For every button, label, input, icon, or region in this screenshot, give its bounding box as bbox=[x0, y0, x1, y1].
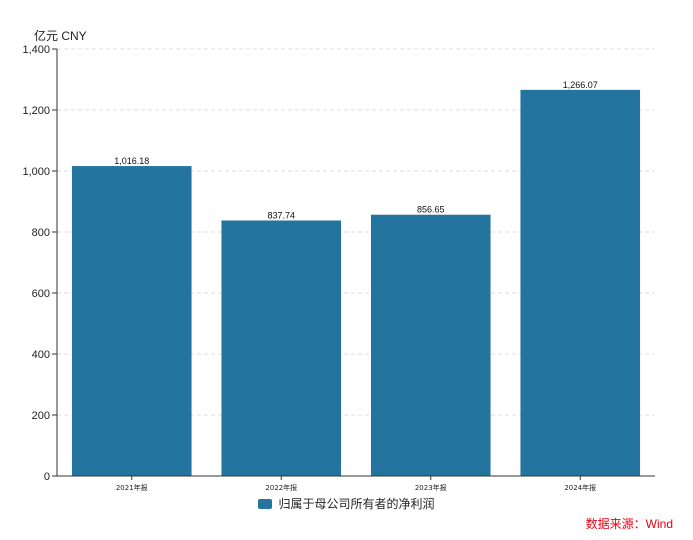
bar bbox=[520, 89, 641, 477]
bar bbox=[71, 166, 192, 476]
y-tick-label: 200 bbox=[32, 410, 50, 422]
legend: 归属于母公司所有者的净利润 bbox=[0, 495, 693, 512]
x-tick-label: 2021年报 bbox=[116, 483, 148, 492]
bars bbox=[71, 89, 641, 477]
y-tick-label: 1,000 bbox=[22, 166, 50, 178]
axes bbox=[56, 49, 655, 477]
x-ticks: 2021年报 2022年报 2023年报 2024年报 bbox=[116, 476, 596, 492]
data-source-label: 数据来源：Wind bbox=[585, 517, 673, 531]
y-ticks: 0 200 400 600 800 1,000 1,200 1,400 bbox=[22, 44, 57, 483]
x-tick-label: 2022年报 bbox=[265, 483, 297, 492]
bar-value-label: 856.65 bbox=[417, 205, 445, 215]
bar-value-label: 1,266.07 bbox=[563, 80, 598, 90]
x-tick-label: 2024年报 bbox=[564, 483, 596, 492]
legend-swatch bbox=[258, 498, 273, 509]
y-tick-label: 400 bbox=[32, 349, 50, 361]
y-tick-label: 1,200 bbox=[22, 105, 50, 117]
bar bbox=[370, 214, 491, 477]
y-tick-label: 0 bbox=[44, 471, 50, 483]
bar bbox=[221, 220, 342, 476]
bar-value-label: 837.74 bbox=[267, 210, 295, 220]
bar-value-label: 1,016.18 bbox=[114, 156, 149, 166]
y-tick-label: 1,400 bbox=[22, 44, 50, 56]
value-labels: 1,016.18 837.74 856.65 1,266.07 bbox=[114, 80, 598, 221]
x-tick-label: 2023年报 bbox=[415, 483, 447, 492]
y-tick-label: 800 bbox=[32, 227, 50, 239]
y-tick-label: 600 bbox=[32, 288, 50, 300]
legend-label: 归属于母公司所有者的净利润 bbox=[278, 497, 435, 511]
y-axis-unit-label: 亿元 CNY bbox=[34, 29, 87, 43]
